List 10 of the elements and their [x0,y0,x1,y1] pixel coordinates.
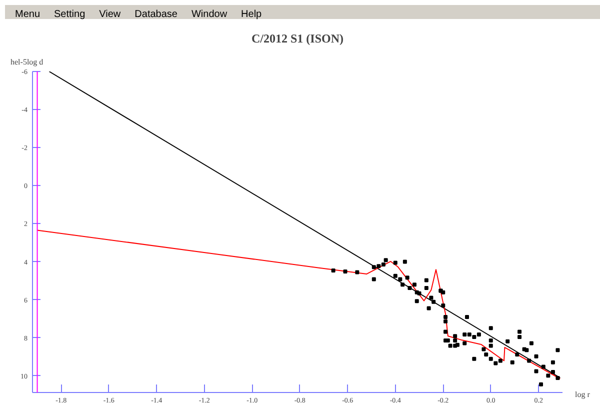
text: View [99,9,121,20]
text: Setting [54,9,86,20]
text: Window [191,9,228,20]
text: Help [241,9,262,20]
text: Menu [15,9,40,20]
x-axis-title: log r [575,389,590,400]
chart-title: C/2012 S1 (ISON) [251,32,344,46]
text: Database [134,9,178,20]
y-axis-title: hel-5log d [10,58,44,66]
line-series [36,230,561,380]
